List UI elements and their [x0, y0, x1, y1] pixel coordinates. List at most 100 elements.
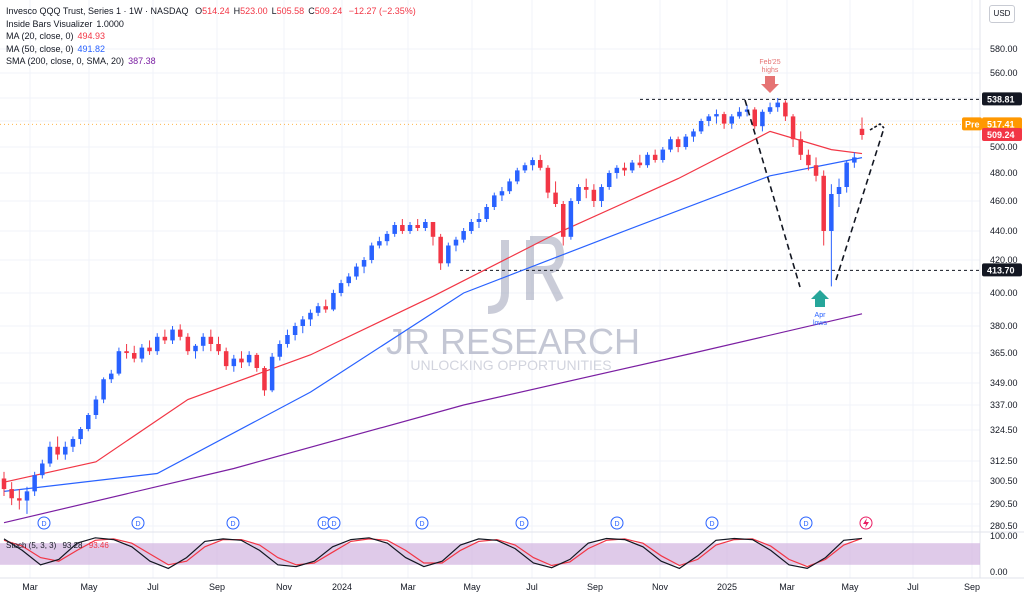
dividend-marker[interactable]: D: [415, 516, 429, 530]
candle-body: [63, 446, 68, 455]
price-axis[interactable]: 280.50 290.50 300.50 312.50 324.50 337.00 349.…: [979, 0, 1018, 578]
dividend-marker[interactable]: D: [705, 516, 719, 530]
dividend-letter: D: [331, 521, 336, 528]
price-tick-label: 312.50: [990, 456, 1018, 466]
dividend-marker[interactable]: D: [610, 516, 624, 530]
price-tick-label: 440.00: [990, 226, 1018, 236]
indicator-value: 491.82: [77, 43, 106, 54]
candle-body: [1, 478, 7, 490]
candle: [200, 333, 206, 352]
time-axis[interactable]: Mar May Jul Sep Nov 2024 Mar May Jul Sep Nov 2025 Ma…: [0, 577, 1024, 592]
candle-body: [714, 114, 719, 117]
price-tick-label: 580.00: [990, 44, 1018, 54]
candle-body: [124, 351, 129, 353]
ma-line: [3, 157, 863, 492]
candle: [177, 324, 183, 341]
candle-body: [101, 379, 106, 400]
candle-body: [859, 128, 865, 135]
price-tag: 517.41 Pre: [962, 117, 1022, 131]
currency-button[interactable]: USD: [989, 5, 1015, 23]
candle: [775, 98, 780, 112]
time-tick-label: Sep: [587, 582, 603, 592]
v-pattern-drawing[interactable]: [744, 99, 885, 288]
candle: [262, 366, 267, 396]
stoch-legend: Stoch (5, 3, 3) 93.28 93.46: [6, 541, 109, 550]
price-tag: 413.70: [982, 263, 1022, 277]
symbol-name: Invesco QQQ Trust, Series 1 · 1W · NASDA…: [6, 6, 189, 16]
v-pattern-right[interactable]: [835, 127, 885, 281]
dividend-marker[interactable]: D: [131, 516, 145, 530]
price-tag-bg: [982, 117, 1022, 131]
v-pattern-left[interactable]: [744, 99, 801, 288]
candle: [790, 114, 796, 147]
price-tick-label: 280.50: [990, 521, 1018, 531]
candle: [560, 201, 566, 246]
candle-body: [760, 111, 765, 127]
indicator-row[interactable]: MA (50, close, 0) 491.82: [6, 43, 416, 56]
candle: [239, 351, 244, 368]
candle-body: [675, 139, 681, 147]
candle: [760, 109, 765, 132]
candle-body: [86, 415, 91, 429]
dividend-letter: D: [135, 521, 140, 528]
candle-body: [170, 329, 175, 341]
candle: [47, 441, 53, 467]
candle: [346, 273, 351, 287]
candle-body: [277, 344, 283, 357]
time-tick-label: Mar: [779, 582, 795, 592]
indicator-row[interactable]: SMA (200, close, 0, SMA, 20) 387.38: [6, 55, 416, 68]
candle-body: [492, 195, 497, 207]
candle: [706, 114, 712, 127]
candle: [538, 154, 543, 171]
dividend-marker[interactable]: D: [226, 516, 240, 530]
candle: [384, 231, 390, 246]
indicator-row[interactable]: MA (20, close, 0) 494.93: [6, 30, 416, 43]
dividend-letter: D: [519, 521, 524, 528]
candle-body: [78, 429, 83, 440]
dividend-marker[interactable]: D: [515, 516, 529, 530]
horizontal-levels[interactable]: [0, 98, 980, 271]
candle-body: [576, 187, 581, 201]
candle-body: [208, 336, 214, 344]
candle-body: [354, 266, 359, 277]
candle: [147, 340, 152, 355]
price-tick-label: 324.50: [990, 425, 1018, 435]
candle-body: [614, 167, 620, 173]
dividend-marker[interactable]: D: [799, 516, 813, 530]
candle-body: [469, 222, 474, 231]
candle-body: [622, 167, 627, 171]
stoch-label: Stoch (5, 3, 3): [6, 541, 57, 550]
annotations: Feb'25 highs Apr lows: [759, 59, 829, 327]
candle-body: [629, 162, 635, 171]
ohlc-l: L505.58: [271, 6, 305, 16]
candle: [17, 489, 22, 510]
candle-body: [285, 335, 290, 344]
dividend-marker[interactable]: D: [327, 516, 341, 530]
candle-body: [254, 354, 260, 368]
watermark-logo: [487, 236, 565, 314]
candle-body: [706, 116, 712, 121]
indicator-row[interactable]: Inside Bars Visualizer 1.0000: [6, 18, 416, 31]
dividend-marker[interactable]: D: [37, 516, 51, 530]
candle: [101, 377, 106, 404]
candle-body: [790, 116, 796, 140]
time-tick-label: Jul: [147, 582, 159, 592]
candle: [392, 222, 397, 237]
stoch-pane[interactable]: 100.00 0.00: [0, 531, 1024, 577]
candle-body: [499, 191, 505, 196]
dividend-circle: [705, 516, 719, 530]
ohlc-c: C509.24: [308, 6, 343, 16]
candle: [338, 279, 344, 297]
price-tag-bg: [982, 92, 1022, 106]
candle: [86, 413, 91, 432]
candle-body: [423, 222, 428, 228]
candle-body: [139, 347, 145, 359]
candle: [139, 344, 145, 363]
lightning-icon[interactable]: [859, 516, 873, 530]
v-pattern-tip[interactable]: [869, 122, 885, 131]
candle: [361, 257, 367, 274]
candle: [660, 147, 666, 163]
candle-body: [369, 245, 374, 260]
